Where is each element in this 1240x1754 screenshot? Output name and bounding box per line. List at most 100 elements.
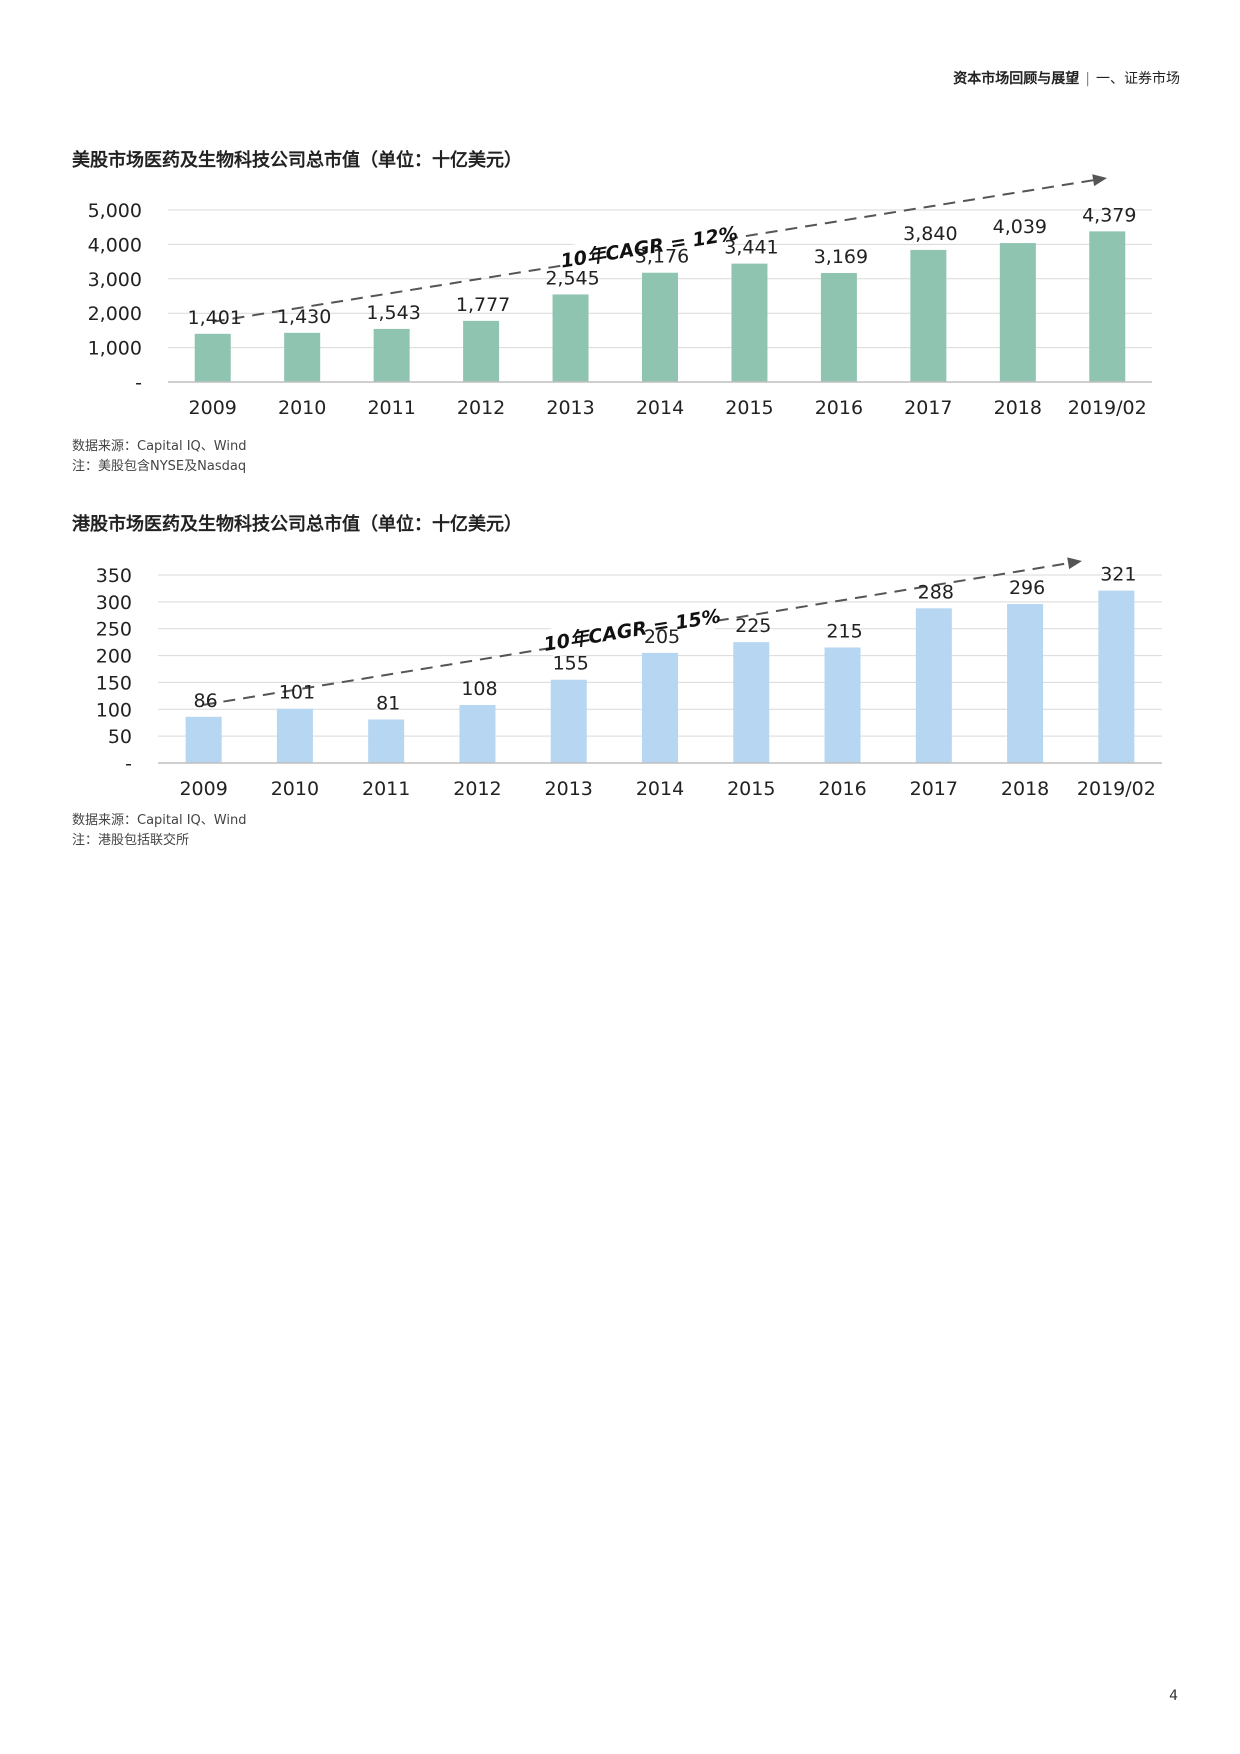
us-xtick-label: 2016 — [815, 397, 863, 419]
hk-xtick-label: 2011 — [362, 778, 410, 800]
us-bar — [552, 294, 589, 382]
hk-ytick-label: 250 — [96, 619, 132, 641]
us-xtick-label: 2015 — [725, 397, 773, 419]
us-value-label: 3,441 — [724, 237, 778, 259]
hk-value-label: 81 — [376, 692, 400, 714]
hk-bar — [368, 719, 405, 763]
hk-value-label: 205 — [644, 626, 680, 648]
us-bar — [642, 272, 678, 382]
us-xtick-label: 2010 — [278, 397, 326, 419]
page-number: 4 — [1169, 1688, 1178, 1704]
us-xtick-label: 2018 — [994, 397, 1042, 419]
hk-xtick-label: 2018 — [1001, 778, 1049, 800]
hk-footnote: 注：港股包括联交所 — [72, 833, 190, 848]
hk-bar — [1098, 590, 1135, 763]
us-bar — [731, 263, 768, 382]
us-bar — [820, 272, 857, 382]
hk-bar — [733, 642, 770, 763]
us-ytick-label: 2,000 — [88, 303, 142, 325]
us-value-label: 4,039 — [993, 216, 1047, 238]
us-bar — [910, 249, 947, 382]
us-value-label: 3,176 — [635, 246, 689, 268]
hk-xtick-label: 2013 — [545, 778, 593, 800]
hk-bar — [276, 708, 313, 763]
page-header: 资本市场回顾与展望 | 一、证券市场 — [953, 68, 1180, 88]
hk-xtick-label: 2016 — [818, 778, 866, 800]
hk-xtick-label: 2010 — [271, 778, 319, 800]
us-value-label: 2,545 — [545, 267, 599, 289]
hk-value-label: 86 — [194, 690, 218, 712]
hk-chart-notes: 数据来源：Capital IQ、Wind 注：港股包括联交所 — [72, 811, 246, 851]
us-chart-notes: 数据来源：Capital IQ、Wind 注：美股包含NYSE及Nasdaq — [72, 437, 246, 477]
hk-value-label: 288 — [918, 581, 954, 603]
us-xtick-label: 2009 — [189, 397, 237, 419]
hk-xtick-label: 2014 — [636, 778, 684, 800]
hk-bar — [824, 647, 861, 763]
hk-bar — [459, 704, 496, 763]
us-bar — [194, 333, 231, 382]
hk-ytick-label: 100 — [96, 699, 132, 721]
hk-ytick-label: - — [125, 753, 132, 775]
header-separator: | — [1085, 71, 1090, 87]
hk-xtick-label: 2017 — [910, 778, 958, 800]
hk-cagr-arrowhead — [1067, 557, 1082, 570]
header-section-title: 资本市场回顾与展望 — [953, 71, 1080, 87]
us-bar — [463, 320, 500, 382]
hk-market-cap-chart: - 50 100 150 200 250 300 350 2009 2010 2011 2012 201… — [96, 557, 1162, 800]
hk-value-label: 108 — [461, 678, 497, 700]
hk-bar — [642, 652, 678, 763]
us-value-label: 3,169 — [814, 246, 868, 268]
hk-ytick-label: 300 — [96, 592, 132, 614]
us-value-label: 4,379 — [1082, 204, 1136, 226]
us-ytick-label: 4,000 — [88, 234, 142, 256]
hk-value-label: 321 — [1100, 564, 1136, 586]
hk-chart-title: 港股市场医药及生物科技公司总市值（单位：十亿美元） — [72, 514, 522, 535]
us-footnote: 注：美股包含NYSE及Nasdaq — [72, 459, 247, 474]
hk-ytick-label: 50 — [108, 726, 132, 748]
hk-bar — [550, 679, 587, 763]
us-source-note: 数据来源：Capital IQ、Wind — [72, 439, 247, 454]
us-xtick-label: 2014 — [636, 397, 684, 419]
us-ytick-label: 5,000 — [88, 200, 142, 222]
us-ytick-label: 1,000 — [88, 338, 142, 360]
us-xtick-label: 2012 — [457, 397, 505, 419]
us-bar — [1089, 231, 1126, 382]
hk-xtick-label: 2019/02 — [1077, 778, 1156, 800]
us-cagr-label-bg — [565, 219, 733, 274]
us-xtick-label: 2013 — [546, 397, 594, 419]
hk-cagr-label-bg — [548, 602, 716, 657]
us-xtick-label: 2011 — [367, 397, 415, 419]
us-bar — [284, 332, 321, 382]
hk-ytick-label: 150 — [96, 672, 132, 694]
us-chart-title: 美股市场医药及生物科技公司总市值（单位：十亿美元） — [72, 150, 522, 171]
us-bar — [373, 328, 410, 382]
hk-xtick-label: 2009 — [179, 778, 227, 800]
us-xtick-label: 2017 — [904, 397, 952, 419]
hk-cagr-trend-line — [203, 561, 1073, 706]
hk-value-label: 296 — [1009, 577, 1045, 599]
hk-source-note: 数据来源：Capital IQ、Wind — [72, 813, 247, 828]
hk-bar — [1007, 604, 1044, 763]
hk-bar — [915, 608, 952, 763]
hk-bar — [185, 716, 222, 763]
hk-xtick-label: 2015 — [727, 778, 775, 800]
us-ytick-label: 3,000 — [88, 269, 142, 291]
hk-value-label: 155 — [553, 653, 589, 675]
us-value-label: 1,430 — [277, 306, 331, 328]
hk-xtick-label: 2012 — [453, 778, 501, 800]
hk-ytick-label: 350 — [96, 565, 132, 587]
us-market-cap-chart: - 1,000 2,000 3,000 4,000 5,000 2009 2010 2011 20… — [88, 174, 1152, 419]
hk-value-label: 101 — [279, 682, 315, 704]
hk-value-label: 215 — [826, 621, 862, 643]
hk-value-label: 225 — [735, 615, 771, 637]
us-value-label: 3,840 — [903, 223, 957, 245]
us-bar — [999, 243, 1036, 382]
us-value-label: 1,543 — [366, 302, 420, 324]
us-value-label: 1,777 — [456, 294, 510, 316]
header-subsection: 一、证券市场 — [1096, 71, 1180, 87]
hk-ytick-label: 200 — [96, 646, 132, 668]
us-xtick-label: 2019/02 — [1068, 397, 1147, 419]
hk-cagr-label: 10年CAGR = 15% — [542, 605, 722, 656]
us-cagr-arrowhead — [1092, 174, 1107, 187]
us-ytick-label: - — [135, 372, 142, 394]
